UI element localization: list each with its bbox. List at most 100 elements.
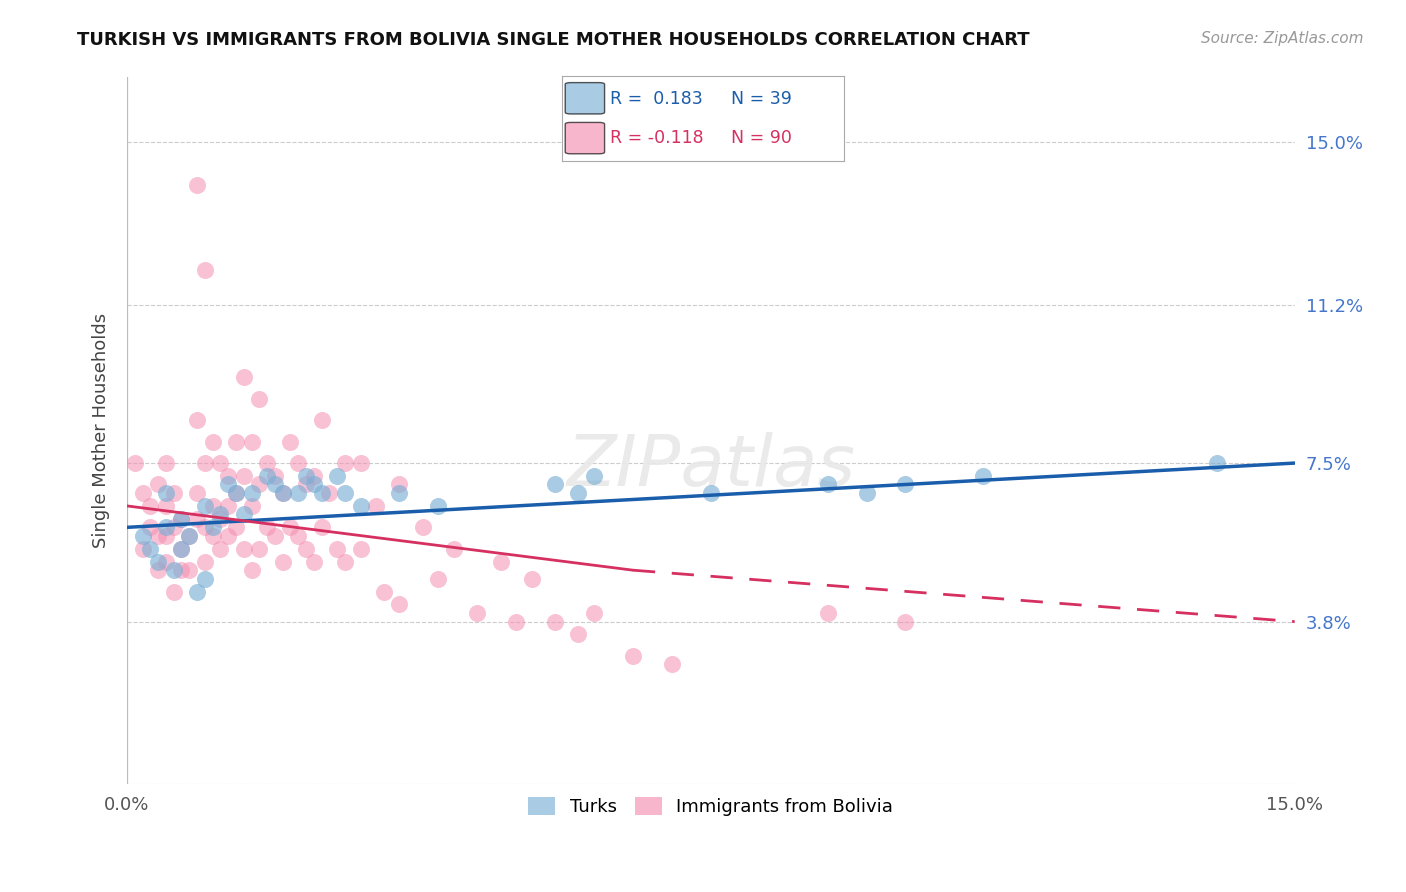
Point	[333, 486, 356, 500]
Point	[201, 520, 224, 534]
Point	[302, 477, 325, 491]
Point	[349, 499, 371, 513]
Legend: Turks, Immigrants from Bolivia: Turks, Immigrants from Bolivia	[519, 788, 903, 825]
Point	[139, 499, 162, 513]
Point	[194, 456, 217, 470]
Point	[194, 572, 217, 586]
Point	[155, 486, 177, 500]
Point	[146, 555, 169, 569]
Point	[170, 541, 193, 556]
Point	[894, 477, 917, 491]
Point	[817, 477, 839, 491]
Point	[146, 563, 169, 577]
FancyBboxPatch shape	[565, 122, 605, 153]
Point	[139, 520, 162, 534]
Point	[583, 469, 606, 483]
Point	[179, 529, 201, 543]
Point	[364, 499, 387, 513]
Point	[186, 486, 208, 500]
Text: N = 39: N = 39	[731, 90, 792, 108]
Point	[287, 486, 309, 500]
Point	[225, 520, 247, 534]
Text: Source: ZipAtlas.com: Source: ZipAtlas.com	[1201, 31, 1364, 46]
Point	[131, 486, 153, 500]
Point	[295, 477, 318, 491]
Point	[217, 477, 239, 491]
Point	[201, 499, 224, 513]
Point	[256, 456, 278, 470]
Point	[232, 541, 254, 556]
Point	[264, 529, 287, 543]
Point	[388, 486, 411, 500]
Point	[287, 456, 309, 470]
Point	[311, 486, 333, 500]
Point	[256, 520, 278, 534]
Point	[894, 615, 917, 629]
Point	[247, 392, 270, 406]
Point	[225, 434, 247, 449]
Point	[201, 529, 224, 543]
Point	[388, 477, 411, 491]
Point	[465, 606, 488, 620]
Point	[333, 456, 356, 470]
Point	[295, 469, 318, 483]
Point	[186, 584, 208, 599]
Point	[146, 477, 169, 491]
Point	[700, 486, 723, 500]
Point	[567, 486, 589, 500]
Point	[194, 520, 217, 534]
Point	[412, 520, 434, 534]
FancyBboxPatch shape	[565, 83, 605, 114]
Point	[194, 555, 217, 569]
Point	[388, 598, 411, 612]
Point	[209, 541, 232, 556]
Point	[155, 456, 177, 470]
Point	[855, 486, 877, 500]
Point	[179, 529, 201, 543]
Point	[256, 469, 278, 483]
Point	[333, 555, 356, 569]
Point	[1205, 456, 1227, 470]
Point	[621, 648, 644, 663]
Point	[163, 520, 186, 534]
Point	[264, 477, 287, 491]
Point	[311, 413, 333, 427]
Point	[661, 657, 683, 672]
Point	[170, 512, 193, 526]
Point	[287, 529, 309, 543]
Text: R = -0.118: R = -0.118	[610, 128, 704, 146]
Point	[209, 512, 232, 526]
Point	[427, 499, 450, 513]
Point	[271, 486, 294, 500]
Point	[124, 456, 146, 470]
Point	[146, 529, 169, 543]
Point	[155, 520, 177, 534]
Point	[544, 477, 567, 491]
Point	[170, 512, 193, 526]
Point	[186, 178, 208, 192]
Point	[170, 541, 193, 556]
Point	[232, 508, 254, 522]
Point	[186, 413, 208, 427]
Point	[240, 499, 263, 513]
Point	[349, 456, 371, 470]
Point	[280, 520, 302, 534]
Point	[209, 456, 232, 470]
Point	[280, 434, 302, 449]
Point	[443, 541, 465, 556]
Point	[163, 563, 186, 577]
Point	[209, 508, 232, 522]
Point	[155, 555, 177, 569]
Point	[170, 563, 193, 577]
Point	[194, 263, 217, 277]
Point	[302, 469, 325, 483]
Point	[427, 572, 450, 586]
Text: ZIPatlas: ZIPatlas	[567, 432, 855, 500]
Point	[326, 469, 349, 483]
Point	[302, 555, 325, 569]
Point	[155, 499, 177, 513]
Point	[247, 477, 270, 491]
Point	[155, 529, 177, 543]
Point	[232, 370, 254, 384]
Point	[131, 529, 153, 543]
